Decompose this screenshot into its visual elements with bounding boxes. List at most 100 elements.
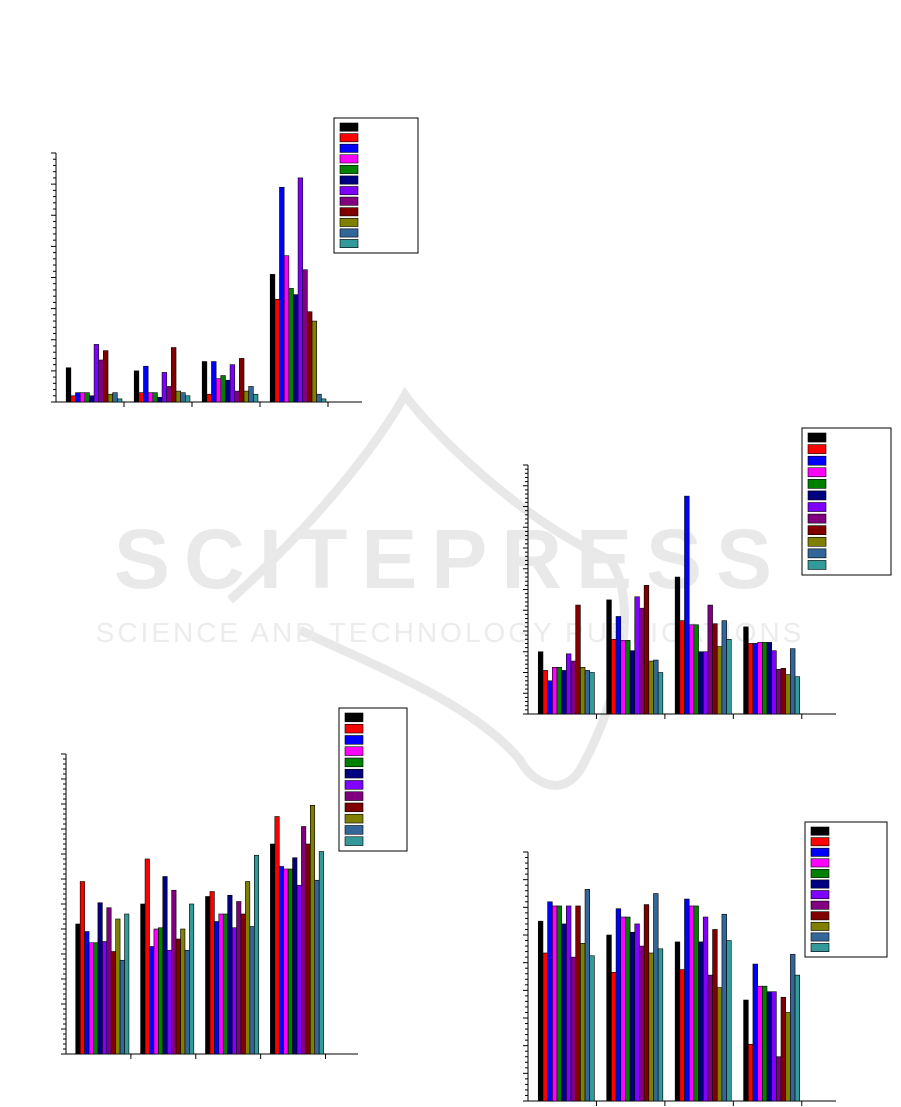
bar-s5-g1 [93,942,99,1055]
bar-s3-g3 [684,495,690,715]
bar-s10-g2 [180,928,186,1055]
bar-s5-g3 [222,913,228,1055]
bar-s3-g4 [278,866,284,1055]
bar-s2-g1 [70,395,76,403]
bar-s4-g2 [620,640,626,715]
legend-swatch-3 [344,735,364,745]
bar-s9-g4 [307,311,313,403]
bar-s2-g2 [611,638,617,715]
bar-s3-g4 [752,963,758,1102]
bar-s4-g3 [688,905,695,1102]
bar-s8-g3 [707,974,713,1102]
bar-s1-g1 [537,651,544,715]
bar-s3-g2 [149,946,155,1055]
legend-swatch-8 [807,513,827,524]
bar-s3-g1 [75,392,81,403]
bar-s1-g3 [205,896,211,1055]
bar-s1-g1 [537,920,544,1102]
legend-swatch-10 [807,536,827,547]
bar-s9-g4 [305,843,311,1055]
bar-s7-g3 [229,364,236,403]
bar-s2-g1 [79,881,85,1055]
bar-s6-g4 [766,991,772,1102]
bar-s7-g3 [231,927,237,1055]
legend-swatch-1 [339,122,359,132]
bar-s2-g3 [206,393,212,403]
bar-s7-g1 [93,344,100,403]
bar-s5-g1 [84,392,90,403]
bar-s10-g1 [107,393,113,403]
bar-s6-g4 [293,294,299,403]
bar-s7-g1 [566,653,572,715]
bar-s11-g3 [249,926,255,1055]
legend-swatch-2 [344,723,364,734]
bar-s11-g1 [584,670,591,715]
bar-s8-g1 [98,359,104,403]
bar-s4-g1 [79,392,86,403]
legend-swatch-6 [810,879,830,889]
bar-s4-g2 [147,392,154,403]
bar-s7-g3 [702,651,709,715]
bar-s5-g2 [625,640,631,715]
chart-2 [523,427,892,719]
legend-swatch-2 [810,837,830,847]
bar-s7-g4 [771,991,777,1102]
bar-s9-g3 [712,623,718,715]
bar-s2-g2 [138,392,144,403]
bar-s3-g2 [615,616,622,715]
bar-s6-g2 [157,397,163,403]
legend-swatch-12 [810,943,830,952]
legend-swatch-7 [807,502,827,512]
bar-s4-g4 [283,868,289,1055]
bar-s12-g2 [185,395,191,403]
bar-s3-g2 [615,908,622,1102]
bar-s7-g2 [634,923,640,1102]
bar-s2-g1 [542,670,548,715]
legend-swatch-7 [344,780,364,790]
legend-swatch-12 [344,836,364,846]
legend-swatch-3 [810,847,830,857]
bar-s1-g4 [743,626,749,715]
legend-swatch-4 [807,467,827,478]
bar-s11-g3 [721,620,727,715]
bar-s2-g4 [747,643,754,715]
legend-swatch-6 [807,490,827,501]
bar-s4-g4 [757,642,763,715]
bar-s1-g4 [743,999,749,1102]
bar-s7-g4 [771,650,777,715]
bar-s9-g2 [175,938,181,1055]
bar-s10-g2 [175,390,181,403]
bar-s6-g2 [162,876,168,1055]
bar-s9-g1 [110,951,116,1055]
bar-s8-g2 [171,889,177,1055]
legend-swatch-4 [339,154,359,164]
bar-s7-g1 [566,905,572,1102]
legend [804,821,888,958]
bar-s5-g2 [152,392,158,403]
bar-s7-g2 [166,949,172,1055]
bar-s10-g1 [115,918,121,1055]
legend-swatch-3 [807,455,827,466]
legend-swatch-5 [339,165,359,174]
legend [338,707,408,852]
bar-s5-g2 [625,916,631,1102]
legend [801,427,892,576]
bar-s4-g3 [218,913,224,1055]
bar-s5-g4 [762,642,768,715]
bar-s12-g3 [253,393,259,403]
bar-s9-g1 [103,350,109,403]
legend-swatch-1 [807,432,827,443]
bar-s11-g2 [184,949,190,1055]
bar-s10-g3 [716,646,723,715]
bar-s6-g2 [629,650,636,715]
bar-s2-g3 [679,969,685,1102]
bar-s8-g3 [236,901,242,1055]
watermark-title: SCITEPRESS [114,512,786,606]
chart-4 [523,821,888,1106]
legend-swatch-11 [807,548,827,559]
bar-s11-g3 [248,386,254,403]
bar-s5-g4 [288,288,294,403]
bar-s1-g1 [75,923,81,1055]
bar-s9-g3 [712,929,718,1102]
